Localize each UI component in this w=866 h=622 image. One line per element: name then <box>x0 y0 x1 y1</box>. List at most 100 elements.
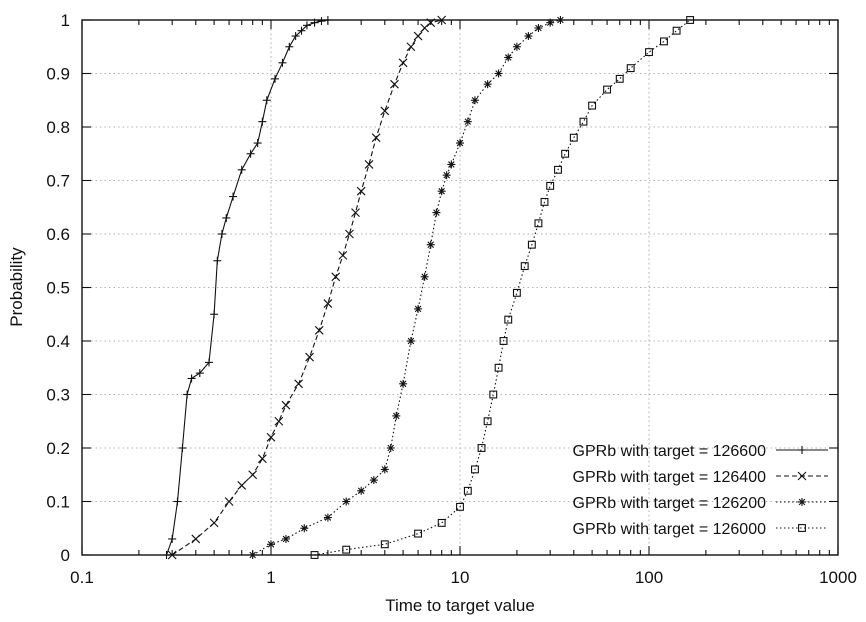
marker-stroke <box>314 325 324 335</box>
data-point <box>420 272 429 281</box>
marker-stroke <box>495 70 502 77</box>
data-point <box>369 476 378 485</box>
data-point <box>183 390 192 399</box>
data-point <box>534 219 543 228</box>
data-point <box>413 31 423 41</box>
data-point <box>426 240 435 249</box>
marker-stroke <box>798 524 806 532</box>
data-point <box>224 497 234 506</box>
marker-stroke <box>413 31 423 41</box>
marker-stroke <box>569 133 578 142</box>
marker-stroke <box>437 518 446 527</box>
marker-stroke <box>392 412 400 420</box>
data-point <box>294 379 304 389</box>
marker-stroke <box>338 251 348 260</box>
marker-stroke <box>380 106 390 116</box>
marker-stroke <box>579 117 588 126</box>
y-tick-label: 0.4 <box>46 332 70 351</box>
marker-stroke <box>357 487 365 495</box>
x-tick-label: 10 <box>451 568 470 587</box>
marker-stroke <box>540 197 549 206</box>
data-point <box>471 465 479 474</box>
marker-stroke <box>414 305 422 313</box>
data-point <box>357 486 366 495</box>
marker-stroke <box>504 315 513 324</box>
data-point <box>499 337 508 345</box>
legend-item: GPRb with target = 126000 <box>573 521 828 538</box>
marker-stroke <box>456 139 464 147</box>
data-point <box>302 21 311 30</box>
data-point <box>237 165 246 174</box>
marker-stroke <box>534 219 543 228</box>
data-point <box>173 497 182 506</box>
marker-stroke <box>660 37 668 46</box>
x-axis-title: Time to target value <box>385 596 535 615</box>
data-point <box>195 369 204 378</box>
marker-stroke <box>387 444 394 452</box>
data-point <box>386 444 395 452</box>
data-point <box>266 432 276 442</box>
data-point <box>432 208 441 217</box>
marker-stroke <box>323 299 333 308</box>
series-line <box>314 19 691 556</box>
x-tick-label: 0.1 <box>70 568 94 587</box>
data-point <box>494 363 503 372</box>
data-point <box>210 310 219 319</box>
marker-stroke <box>301 524 308 532</box>
y-tick-label: 0 <box>61 546 70 565</box>
data-point <box>364 160 374 169</box>
legend-item: GPRb with target = 126400 <box>573 469 828 486</box>
marker-stroke <box>527 240 536 249</box>
data-point <box>342 497 351 506</box>
data-point <box>527 240 536 249</box>
marker-stroke <box>370 476 378 484</box>
data-point <box>398 58 408 68</box>
data-point <box>626 64 635 73</box>
data-point <box>615 74 624 83</box>
data-point <box>483 80 492 89</box>
y-tick-label: 0.5 <box>46 279 70 298</box>
data-point <box>213 256 222 265</box>
legend-label: GPRb with target = 126400 <box>573 469 767 486</box>
marker-stroke <box>267 541 275 548</box>
data-point <box>540 197 549 206</box>
y-tick-label: 1 <box>61 11 70 30</box>
marker-stroke <box>561 149 570 158</box>
marker-stroke <box>305 352 314 362</box>
marker-stroke <box>546 181 555 190</box>
data-point <box>489 390 498 399</box>
data-point <box>447 160 456 169</box>
marker-stroke <box>421 273 428 281</box>
data-point <box>524 32 533 41</box>
data-point <box>271 74 280 83</box>
marker-stroke <box>390 79 399 89</box>
data-point <box>406 337 415 345</box>
data-point <box>274 416 284 426</box>
data-point <box>512 288 521 297</box>
marker-stroke <box>266 432 276 442</box>
data-point <box>209 518 219 528</box>
marker-stroke <box>672 26 681 35</box>
data-point <box>470 96 479 105</box>
data-point <box>291 32 300 41</box>
series-126400 <box>167 15 447 560</box>
x-tick-label: 1000 <box>819 568 857 587</box>
marker-stroke <box>399 380 407 388</box>
y-tick-label: 0.8 <box>46 118 70 137</box>
data-point <box>437 518 446 527</box>
marker-stroke <box>603 85 612 94</box>
legend-label: GPRb with target = 126600 <box>573 443 767 460</box>
marker-stroke <box>615 74 624 83</box>
data-point <box>603 85 612 94</box>
data-point <box>229 192 238 201</box>
data-point <box>504 53 513 62</box>
data-point <box>390 79 399 89</box>
data-point <box>317 17 326 26</box>
data-point <box>305 352 314 362</box>
data-point <box>546 181 555 190</box>
marker-stroke <box>477 444 486 452</box>
marker-stroke <box>512 288 521 297</box>
data-point <box>338 251 348 260</box>
marker-stroke <box>331 272 341 282</box>
marker-stroke <box>294 379 304 389</box>
